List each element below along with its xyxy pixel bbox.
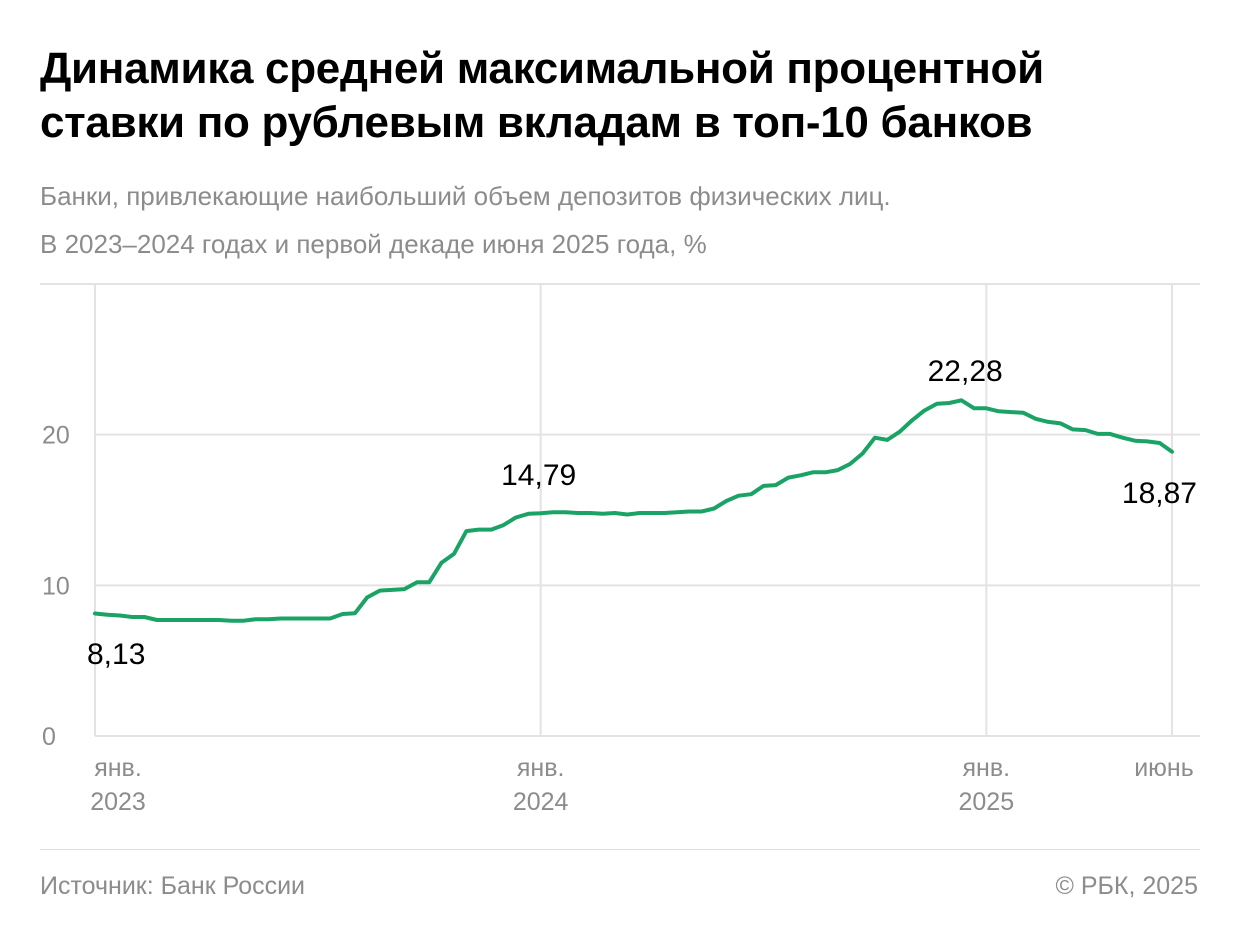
x-tick-label-2-line1: янв. (963, 754, 1011, 782)
copyright-note: © РБК, 2025 (1055, 872, 1198, 900)
y-tick-label-0: 0 (42, 723, 56, 751)
chart-title: Динамика средней максимальной процентной… (40, 42, 1210, 150)
data-label-1: 14,79 (501, 459, 576, 492)
chart-title-line1: Динамика средней максимальной процентной (40, 44, 1044, 93)
data-label-0: 8,13 (87, 638, 145, 671)
x-tick-label-0-line1: янв. (94, 754, 142, 782)
data-label-2: 22,28 (928, 355, 1003, 388)
x-tick-label-0-line2: 2023 (90, 788, 146, 816)
series-line-0 (93, 398, 1174, 623)
footer-divider (40, 849, 1200, 850)
chart-subtitle-line2: В 2023–2024 годах и первой декаде июня 2… (40, 229, 707, 259)
x-tick-label-2-line2: 2025 (958, 788, 1014, 816)
x-tick-label-1-line2: 2024 (513, 788, 569, 816)
x-tick-label-1-line1: янв. (517, 754, 565, 782)
y-tick-label-20: 20 (42, 422, 70, 450)
chart-subtitle: Банки, привлекающие наибольший объем деп… (40, 172, 1210, 268)
data-label-3: 18,87 (1122, 477, 1197, 510)
source-note: Источник: Банк России (40, 872, 306, 900)
x-tick-label-3-line1: июнь (1134, 754, 1194, 782)
y-tick-label-10: 10 (42, 572, 70, 600)
chart-title-line2: ставки по рублевым вкладам в топ-10 банк… (40, 98, 1033, 147)
chart-subtitle-line1: Банки, привлекающие наибольший объем деп… (40, 181, 891, 211)
